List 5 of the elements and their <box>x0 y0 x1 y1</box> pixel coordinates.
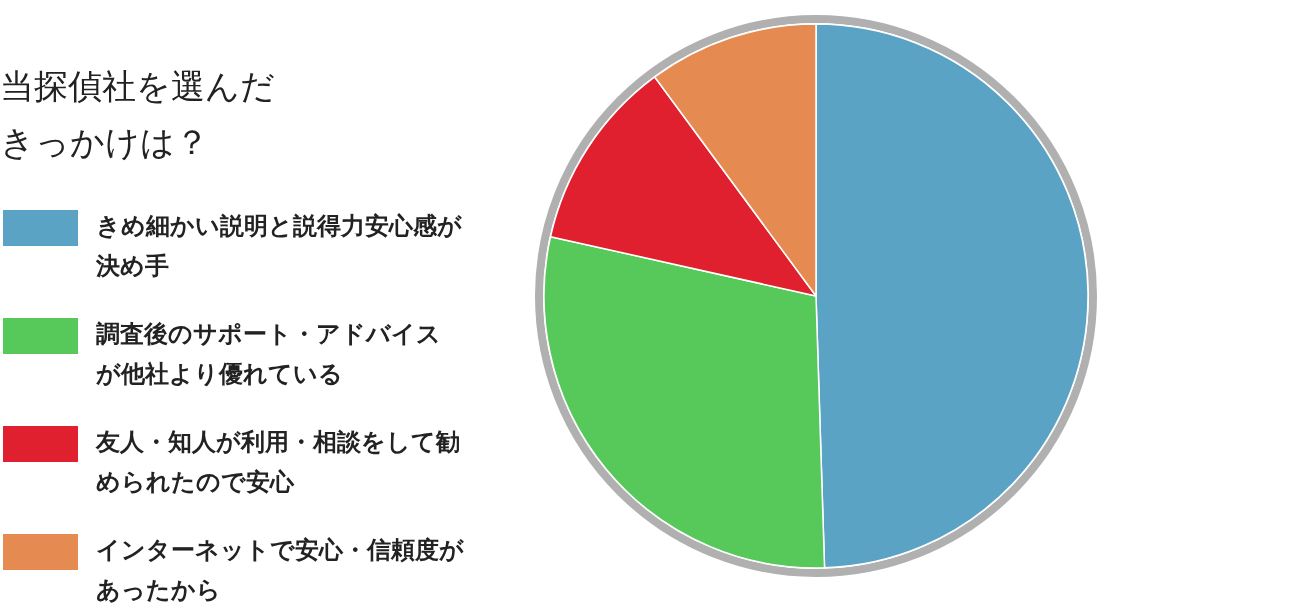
legend-label: きめ細かい説明と説得力安心感が決め手 <box>96 211 463 282</box>
legend-label: 調査後のサポート・アドバイスが他社より優れている <box>96 319 442 390</box>
legend-label: インターネットで安心・信頼度があったから <box>96 535 464 606</box>
legend-label: 友人・知人が利用・相談をして勧められたので安心 <box>96 427 461 498</box>
text: 当探偵社を選んだきっかけは？ <box>0 65 276 164</box>
